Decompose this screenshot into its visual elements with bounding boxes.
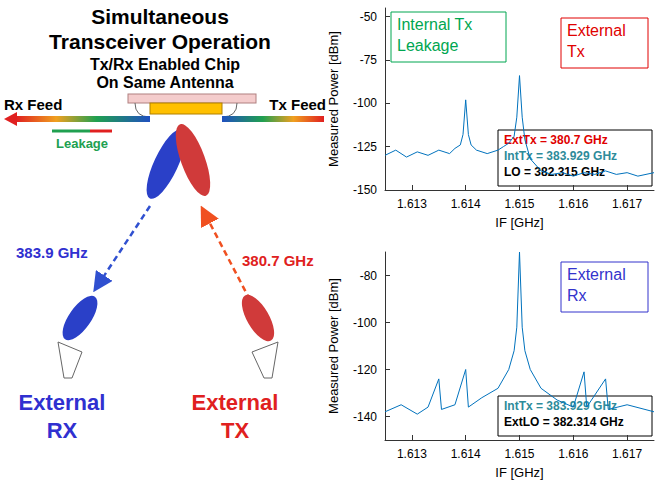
svg-text:1.617: 1.617	[612, 447, 642, 461]
svg-text:-100: -100	[353, 316, 377, 330]
svg-text:RX: RX	[47, 418, 78, 443]
svg-text:IntTx = 383.929 GHz: IntTx = 383.929 GHz	[504, 399, 618, 413]
svg-text:Measured Power [dBm]: Measured Power [dBm]	[326, 31, 341, 167]
svg-text:-150: -150	[353, 183, 377, 197]
svg-text:IF [GHz]: IF [GHz]	[495, 465, 543, 480]
svg-text:External: External	[192, 390, 279, 415]
svg-text:1.617: 1.617	[612, 197, 642, 211]
svg-text:Transceiver Operation: Transceiver Operation	[49, 30, 271, 53]
svg-text:Leakage: Leakage	[397, 37, 458, 54]
svg-text:-80: -80	[360, 269, 378, 283]
svg-text:External: External	[19, 390, 106, 415]
svg-text:-125: -125	[353, 140, 377, 154]
svg-text:Tx/Rx Enabled Chip: Tx/Rx Enabled Chip	[90, 56, 240, 73]
svg-text:Leakage: Leakage	[56, 136, 108, 151]
svg-text:-140: -140	[353, 410, 377, 424]
svg-text:External: External	[567, 22, 626, 39]
svg-text:Rx Feed: Rx Feed	[4, 96, 62, 113]
svg-text:Measured Power [dBm]: Measured Power [dBm]	[326, 278, 341, 414]
svg-text:1.616: 1.616	[558, 447, 588, 461]
svg-text:Internal Tx: Internal Tx	[397, 16, 472, 33]
svg-text:ExtLO = 382.314 GHz: ExtLO = 382.314 GHz	[504, 415, 624, 429]
svg-text:1.613: 1.613	[397, 447, 427, 461]
svg-text:LO = 382.315 GHz: LO = 382.315 GHz	[504, 165, 605, 179]
svg-text:IntTx = 383.929 GHz: IntTx = 383.929 GHz	[504, 149, 617, 163]
svg-text:Simultaneous: Simultaneous	[91, 5, 229, 28]
svg-text:TX: TX	[221, 418, 249, 443]
svg-text:-100: -100	[353, 96, 377, 110]
svg-text:1.614: 1.614	[451, 197, 481, 211]
svg-text:-120: -120	[353, 363, 377, 377]
svg-text:383.9 GHz: 383.9 GHz	[16, 244, 88, 261]
svg-text:1.616: 1.616	[558, 197, 588, 211]
svg-text:ExtTx = 380.7 GHz: ExtTx = 380.7 GHz	[504, 133, 608, 147]
svg-text:-50: -50	[360, 10, 378, 24]
svg-text:1.615: 1.615	[504, 447, 534, 461]
svg-text:1.614: 1.614	[451, 447, 481, 461]
svg-text:380.7 GHz: 380.7 GHz	[242, 252, 314, 269]
svg-text:Rx: Rx	[567, 287, 587, 304]
svg-text:Tx Feed: Tx Feed	[269, 96, 326, 113]
svg-text:External: External	[567, 266, 626, 283]
svg-text:1.613: 1.613	[397, 197, 427, 211]
svg-text:IF [GHz]: IF [GHz]	[495, 215, 543, 230]
svg-text:1.615: 1.615	[504, 197, 534, 211]
svg-text:On Same Antenna: On Same Antenna	[96, 74, 233, 91]
svg-text:-75: -75	[360, 53, 378, 67]
svg-text:Tx: Tx	[567, 43, 585, 60]
